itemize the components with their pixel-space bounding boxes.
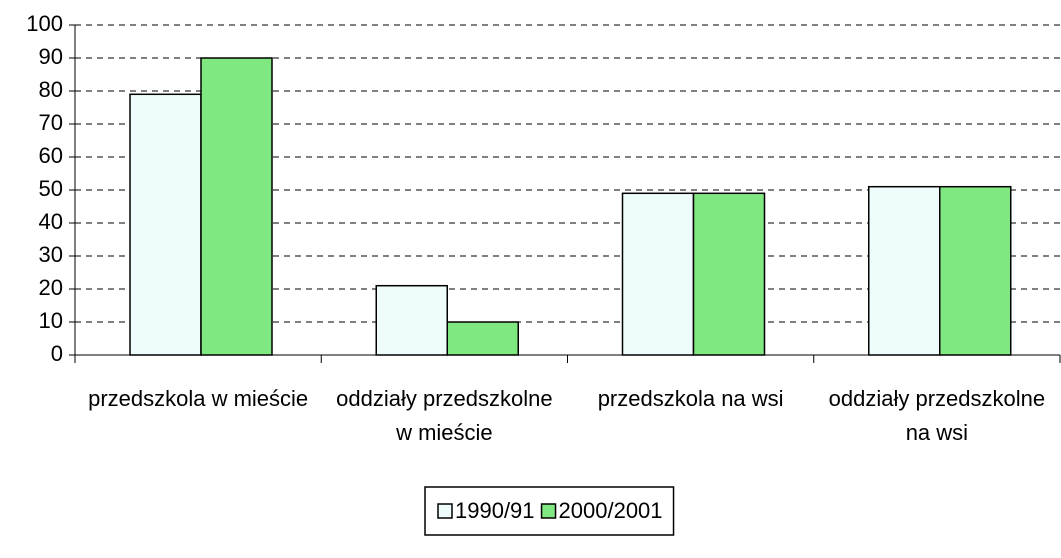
bar: [692, 192, 766, 356]
x-tick-label: przedszkola w mieście: [88, 386, 309, 411]
x-tick-label: oddziały przedszkolne w mieście: [336, 386, 553, 445]
bar: [200, 57, 273, 356]
bar: [621, 192, 695, 356]
x-tick-label: przedszkola na wsi: [597, 386, 784, 411]
legend-swatch: [540, 503, 557, 519]
y-tick-label: 30: [39, 242, 63, 267]
y-tick-label: 60: [39, 143, 63, 168]
bar: [868, 185, 941, 356]
x-tick-label: oddziały przedszkolne na wsi: [828, 386, 1046, 445]
bar: [375, 284, 448, 356]
y-tick-label: 10: [39, 308, 63, 333]
y-tick-label: 70: [39, 110, 63, 135]
bar: [129, 93, 202, 356]
y-tick-label: 20: [39, 275, 63, 300]
bar: [939, 185, 1012, 356]
legend-swatch: [437, 503, 453, 519]
y-tick-label: 90: [39, 44, 63, 69]
bar: [446, 321, 519, 356]
legend-label: 2000/2001: [559, 498, 663, 523]
y-tick-label: 50: [39, 176, 63, 201]
y-tick-label: 0: [51, 341, 63, 366]
y-tick-label: 100: [26, 11, 63, 36]
legend-label: 1990/91: [455, 498, 535, 523]
y-tick-label: 80: [39, 77, 63, 102]
y-tick-label: 40: [39, 209, 63, 234]
